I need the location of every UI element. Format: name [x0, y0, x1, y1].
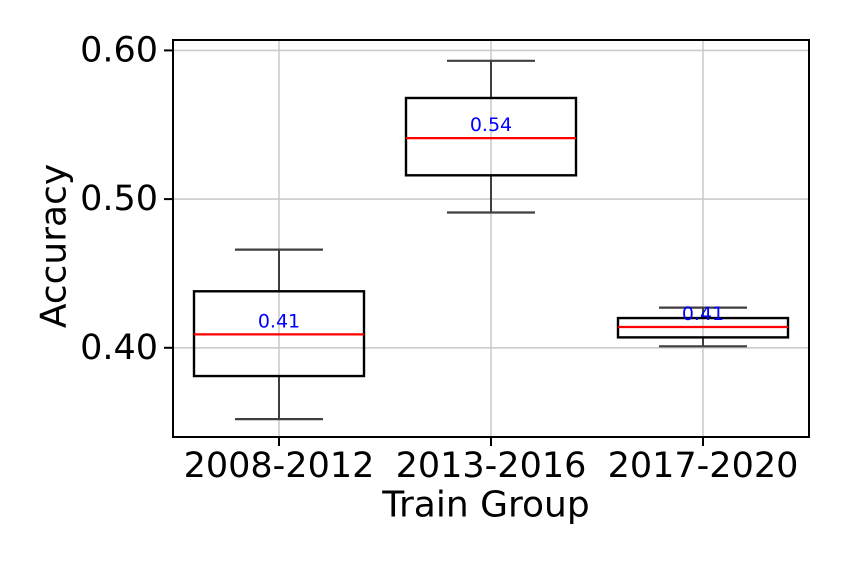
x-tick-label: 2017-2020	[608, 446, 799, 486]
x-tick-label: 2008-2012	[184, 446, 375, 486]
x-axis-label: Train Group	[382, 484, 590, 526]
plot-border	[172, 39, 810, 438]
median-label: 0.41	[258, 310, 300, 332]
x-tick-label: 2013-2016	[396, 446, 587, 486]
box	[404, 96, 578, 177]
y-axis-label: Accuracy	[33, 163, 75, 329]
median-label: 0.54	[470, 114, 512, 136]
y-tick-label: 0.50	[80, 179, 158, 219]
y-tick-label: 0.40	[80, 328, 158, 368]
median-label: 0.41	[682, 303, 724, 325]
y-tick-label: 0.60	[80, 30, 158, 70]
